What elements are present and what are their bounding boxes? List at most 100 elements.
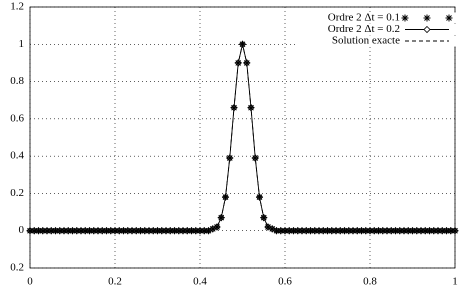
point	[137, 227, 144, 235]
series-line	[30, 44, 455, 232]
point	[396, 227, 404, 235]
legend-bg	[295, 35, 459, 47]
point	[30, 227, 38, 235]
legend-bg	[295, 12, 459, 24]
point	[358, 227, 365, 235]
point	[234, 59, 242, 67]
legend-label: Ordre 2 Δt = 0.2	[328, 23, 400, 35]
point	[387, 227, 395, 235]
point	[413, 227, 421, 235]
point	[277, 227, 285, 235]
point	[409, 227, 416, 235]
y-tick-label: 0.8	[10, 75, 24, 87]
point	[120, 227, 127, 235]
point	[362, 227, 370, 235]
point	[56, 227, 64, 235]
point	[421, 227, 429, 235]
point	[353, 227, 361, 235]
point	[94, 227, 102, 235]
point	[281, 227, 289, 235]
point	[60, 227, 68, 235]
point	[43, 227, 51, 235]
point	[98, 227, 106, 235]
point	[205, 227, 212, 235]
x-tick-label: 1	[452, 276, 458, 288]
point	[158, 227, 166, 235]
legend-marker	[423, 25, 431, 34]
point	[47, 227, 55, 235]
legend-bg	[295, 24, 459, 35]
point	[103, 227, 110, 235]
point	[230, 104, 238, 112]
point	[183, 227, 191, 235]
point	[107, 227, 115, 235]
y-tick-label: 0.6	[10, 112, 24, 124]
point	[141, 227, 149, 235]
point	[366, 227, 374, 235]
point	[264, 223, 272, 231]
point	[443, 227, 450, 235]
y-tick-label: 0.2	[10, 187, 24, 199]
point	[86, 227, 93, 235]
point	[154, 227, 161, 235]
y-tick-label: 1	[19, 38, 25, 50]
point	[451, 227, 459, 235]
point	[332, 227, 340, 235]
point	[400, 227, 408, 235]
point	[128, 227, 136, 235]
point	[166, 227, 174, 235]
point	[209, 225, 217, 233]
legend-label: Ordre 2 Δt = 0.1	[328, 12, 400, 24]
point	[319, 227, 327, 235]
point	[239, 40, 246, 48]
point	[243, 59, 251, 67]
point	[438, 227, 446, 235]
point	[81, 227, 89, 235]
point	[307, 227, 314, 235]
x-tick-label: 0.6	[278, 276, 292, 288]
point	[145, 227, 153, 235]
point	[336, 227, 344, 235]
point	[39, 227, 47, 235]
point	[341, 227, 348, 235]
point	[417, 227, 425, 235]
point	[434, 227, 442, 235]
point	[430, 227, 438, 235]
x-tick-label: 0.8	[363, 276, 377, 288]
point	[349, 227, 357, 235]
point	[426, 227, 433, 235]
point	[175, 227, 183, 235]
legend-marker	[445, 14, 453, 22]
y-tick-label: 0.2	[10, 262, 24, 274]
point	[379, 227, 387, 235]
point	[375, 227, 382, 235]
point	[311, 227, 319, 235]
point	[162, 227, 170, 235]
point	[290, 227, 297, 235]
x-tick-label: 0.4	[193, 276, 207, 288]
point	[35, 227, 42, 235]
point	[315, 227, 323, 235]
point	[90, 227, 98, 235]
point	[52, 227, 59, 235]
point	[217, 214, 225, 222]
y-tick-label: 0.4	[10, 150, 24, 162]
point	[404, 227, 412, 235]
series-line	[30, 44, 455, 232]
legend-marker	[423, 14, 431, 22]
point	[213, 223, 221, 231]
point	[447, 227, 455, 235]
point	[392, 227, 399, 235]
legend-marker	[401, 14, 409, 22]
point	[179, 227, 187, 235]
x-tick-label: 0	[27, 276, 33, 288]
point	[222, 193, 229, 201]
point	[260, 214, 268, 222]
point	[171, 227, 178, 235]
point	[77, 227, 85, 235]
point	[192, 227, 200, 235]
point	[345, 227, 353, 235]
point	[268, 225, 276, 233]
point	[111, 227, 119, 235]
